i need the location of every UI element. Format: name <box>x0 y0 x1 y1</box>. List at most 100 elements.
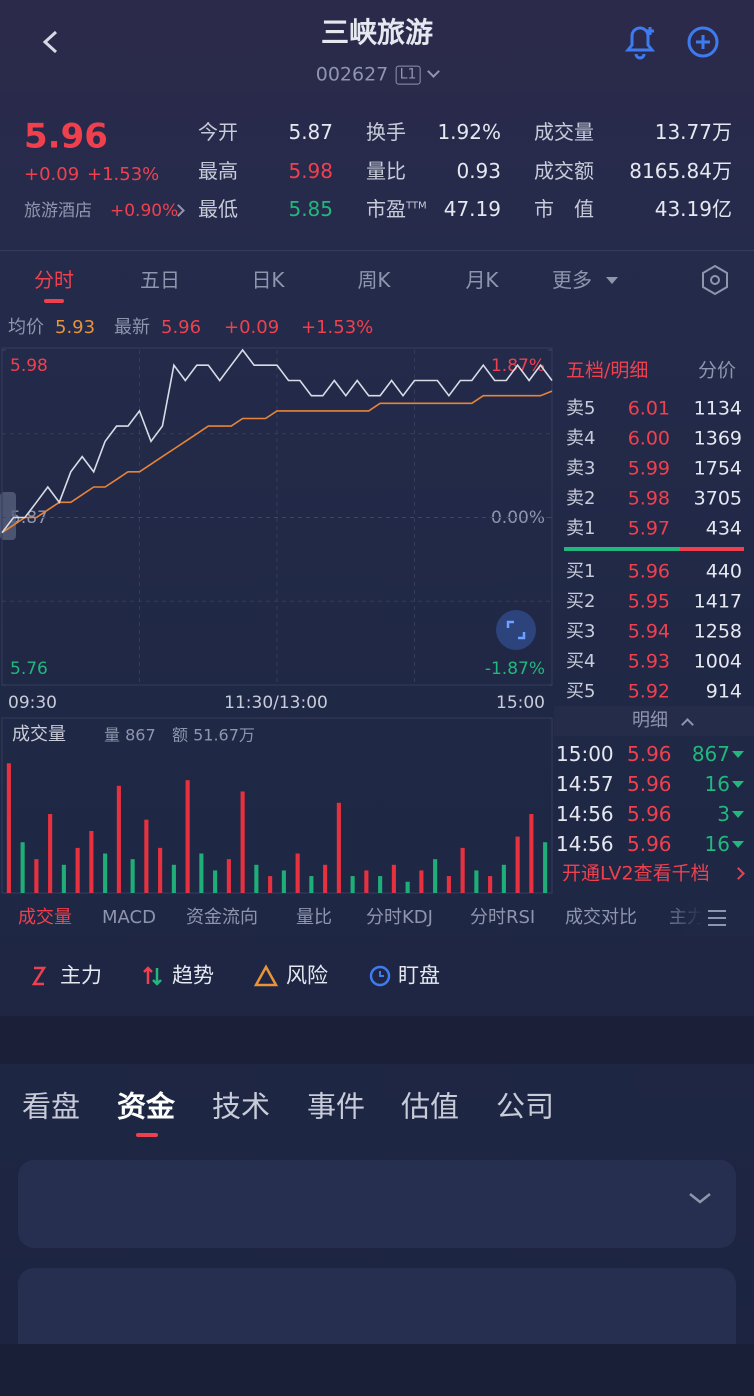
footer-bar <box>0 1344 754 1396</box>
last-price: 5.96 <box>24 116 108 157</box>
volume-bar <box>75 847 80 893</box>
period-tab[interactable]: 分时 <box>34 268 74 292</box>
detail-label[interactable]: 明细 <box>632 710 668 732</box>
tick-volume: 16 <box>704 832 730 856</box>
volume-bar <box>405 881 410 893</box>
volume-label: 量 867 <box>104 725 156 745</box>
tool-button[interactable]: 风险 <box>286 963 328 988</box>
add-icon[interactable] <box>687 26 719 58</box>
sector-change: +0.90% <box>110 200 179 221</box>
asks-volume: 1754 <box>693 457 742 480</box>
section-underline <box>136 1133 158 1137</box>
menu-icon[interactable] <box>708 910 726 926</box>
bids-price: 5.94 <box>627 620 670 643</box>
volume-bar <box>48 814 53 893</box>
bids-label: 买5 <box>566 681 596 703</box>
chart-handle[interactable] <box>0 492 16 540</box>
volume-bar <box>226 859 231 893</box>
indicator-tab[interactable]: 成交量 <box>18 907 72 929</box>
fullscreen-button[interactable] <box>496 610 536 650</box>
y-tick-label: 5.76 <box>10 658 48 679</box>
tick-down-arrow <box>732 811 744 818</box>
stat-label: 最低 <box>198 197 238 221</box>
section-tab[interactable]: 事件 <box>307 1089 366 1124</box>
tick-volume: 16 <box>704 772 730 796</box>
indicator-tab[interactable]: MACD <box>102 907 156 929</box>
volume-bar <box>488 876 493 893</box>
tool-icon-main <box>31 966 47 986</box>
period-tab[interactable]: 更多 <box>552 268 592 292</box>
volume-bar <box>529 814 534 893</box>
signal-card[interactable] <box>18 1160 736 1248</box>
volume-frame <box>1 717 553 894</box>
volume-bar <box>185 780 190 893</box>
volume-bar <box>20 842 25 893</box>
x-tick-label: 11:30/13:00 <box>224 692 328 713</box>
order-book-title[interactable]: 五档/明细 <box>566 359 649 382</box>
average-line <box>1 390 553 534</box>
volume-bar <box>433 859 438 893</box>
section-tab[interactable]: 看盘 <box>22 1089 81 1124</box>
period-tab[interactable]: 五日 <box>140 268 180 292</box>
lv2-link[interactable]: 开通LV2查看千档 <box>562 862 710 885</box>
indicator-tab[interactable]: 分时RSI <box>470 907 536 929</box>
asks-label: 卖3 <box>566 458 596 480</box>
back-icon[interactable] <box>42 30 58 54</box>
tool-button[interactable]: 趋势 <box>172 963 214 988</box>
tick-down-arrow <box>732 781 744 788</box>
indicator-tab[interactable]: 量比 <box>296 907 332 929</box>
tick-time: 14:56 <box>556 832 614 856</box>
volume-bar <box>350 876 355 893</box>
section-tab[interactable]: 公司 <box>496 1089 555 1124</box>
period-tab[interactable]: 月K <box>465 268 499 292</box>
section-tab[interactable]: 资金 <box>117 1089 176 1124</box>
volume-bar <box>268 876 273 893</box>
volume-bar <box>378 876 383 893</box>
bids-price: 5.95 <box>627 590 670 613</box>
tick-down-arrow <box>732 751 744 758</box>
indicator-tab[interactable]: 成交对比 <box>565 907 637 929</box>
price-tab[interactable]: 分价 <box>697 359 736 382</box>
asks-label: 卖5 <box>566 398 596 420</box>
ask-ratio <box>680 547 744 551</box>
stat-label: 换手 <box>366 120 406 144</box>
bids-price: 5.96 <box>627 560 670 583</box>
expand-icon[interactable] <box>689 1193 711 1204</box>
change-value: +0.09 <box>224 317 280 339</box>
tool-button[interactable]: 盯盘 <box>398 963 440 988</box>
indicator-tab[interactable]: 分时KDJ <box>366 907 433 929</box>
volume-bar <box>6 763 11 893</box>
alert-icon[interactable] <box>624 26 656 60</box>
x-tick-label: 15:00 <box>496 692 545 713</box>
indicator-tab[interactable]: 资金流向 <box>186 907 258 929</box>
volume-bar <box>309 876 314 893</box>
last-value: 5.96 <box>161 317 202 339</box>
period-tab[interactable]: 日K <box>251 268 285 292</box>
price-change-pct: +1.53% <box>87 164 160 186</box>
tool-icon-watch-hand <box>379 971 384 977</box>
volume-bar <box>158 847 163 893</box>
asks-price: 5.99 <box>627 457 670 480</box>
stat-label-sup: TTM <box>406 200 427 212</box>
tick-time: 15:00 <box>556 742 614 766</box>
volume-bar <box>391 864 396 893</box>
stat-label: 市 值 <box>534 197 594 221</box>
settings-icon[interactable] <box>702 264 728 296</box>
volume-bar <box>543 842 548 893</box>
tool-button[interactable]: 主力 <box>60 963 102 988</box>
stat-value: 13.77万 <box>654 120 732 144</box>
section-tab[interactable]: 技术 <box>212 1089 271 1124</box>
tick-volume: 867 <box>691 742 730 766</box>
stat-value: 5.85 <box>288 197 333 221</box>
period-tab[interactable]: 周K <box>357 268 391 292</box>
tool-icon-trend <box>143 966 162 986</box>
volume-bar <box>89 830 94 893</box>
asks-price: 5.98 <box>627 487 670 510</box>
asks-label: 卖1 <box>566 518 596 540</box>
volume-bar <box>116 785 121 893</box>
volume-bar <box>144 819 149 893</box>
asks-price: 6.01 <box>627 397 670 420</box>
bids-volume: 1004 <box>693 650 742 673</box>
section-tab[interactable]: 估值 <box>401 1089 460 1124</box>
